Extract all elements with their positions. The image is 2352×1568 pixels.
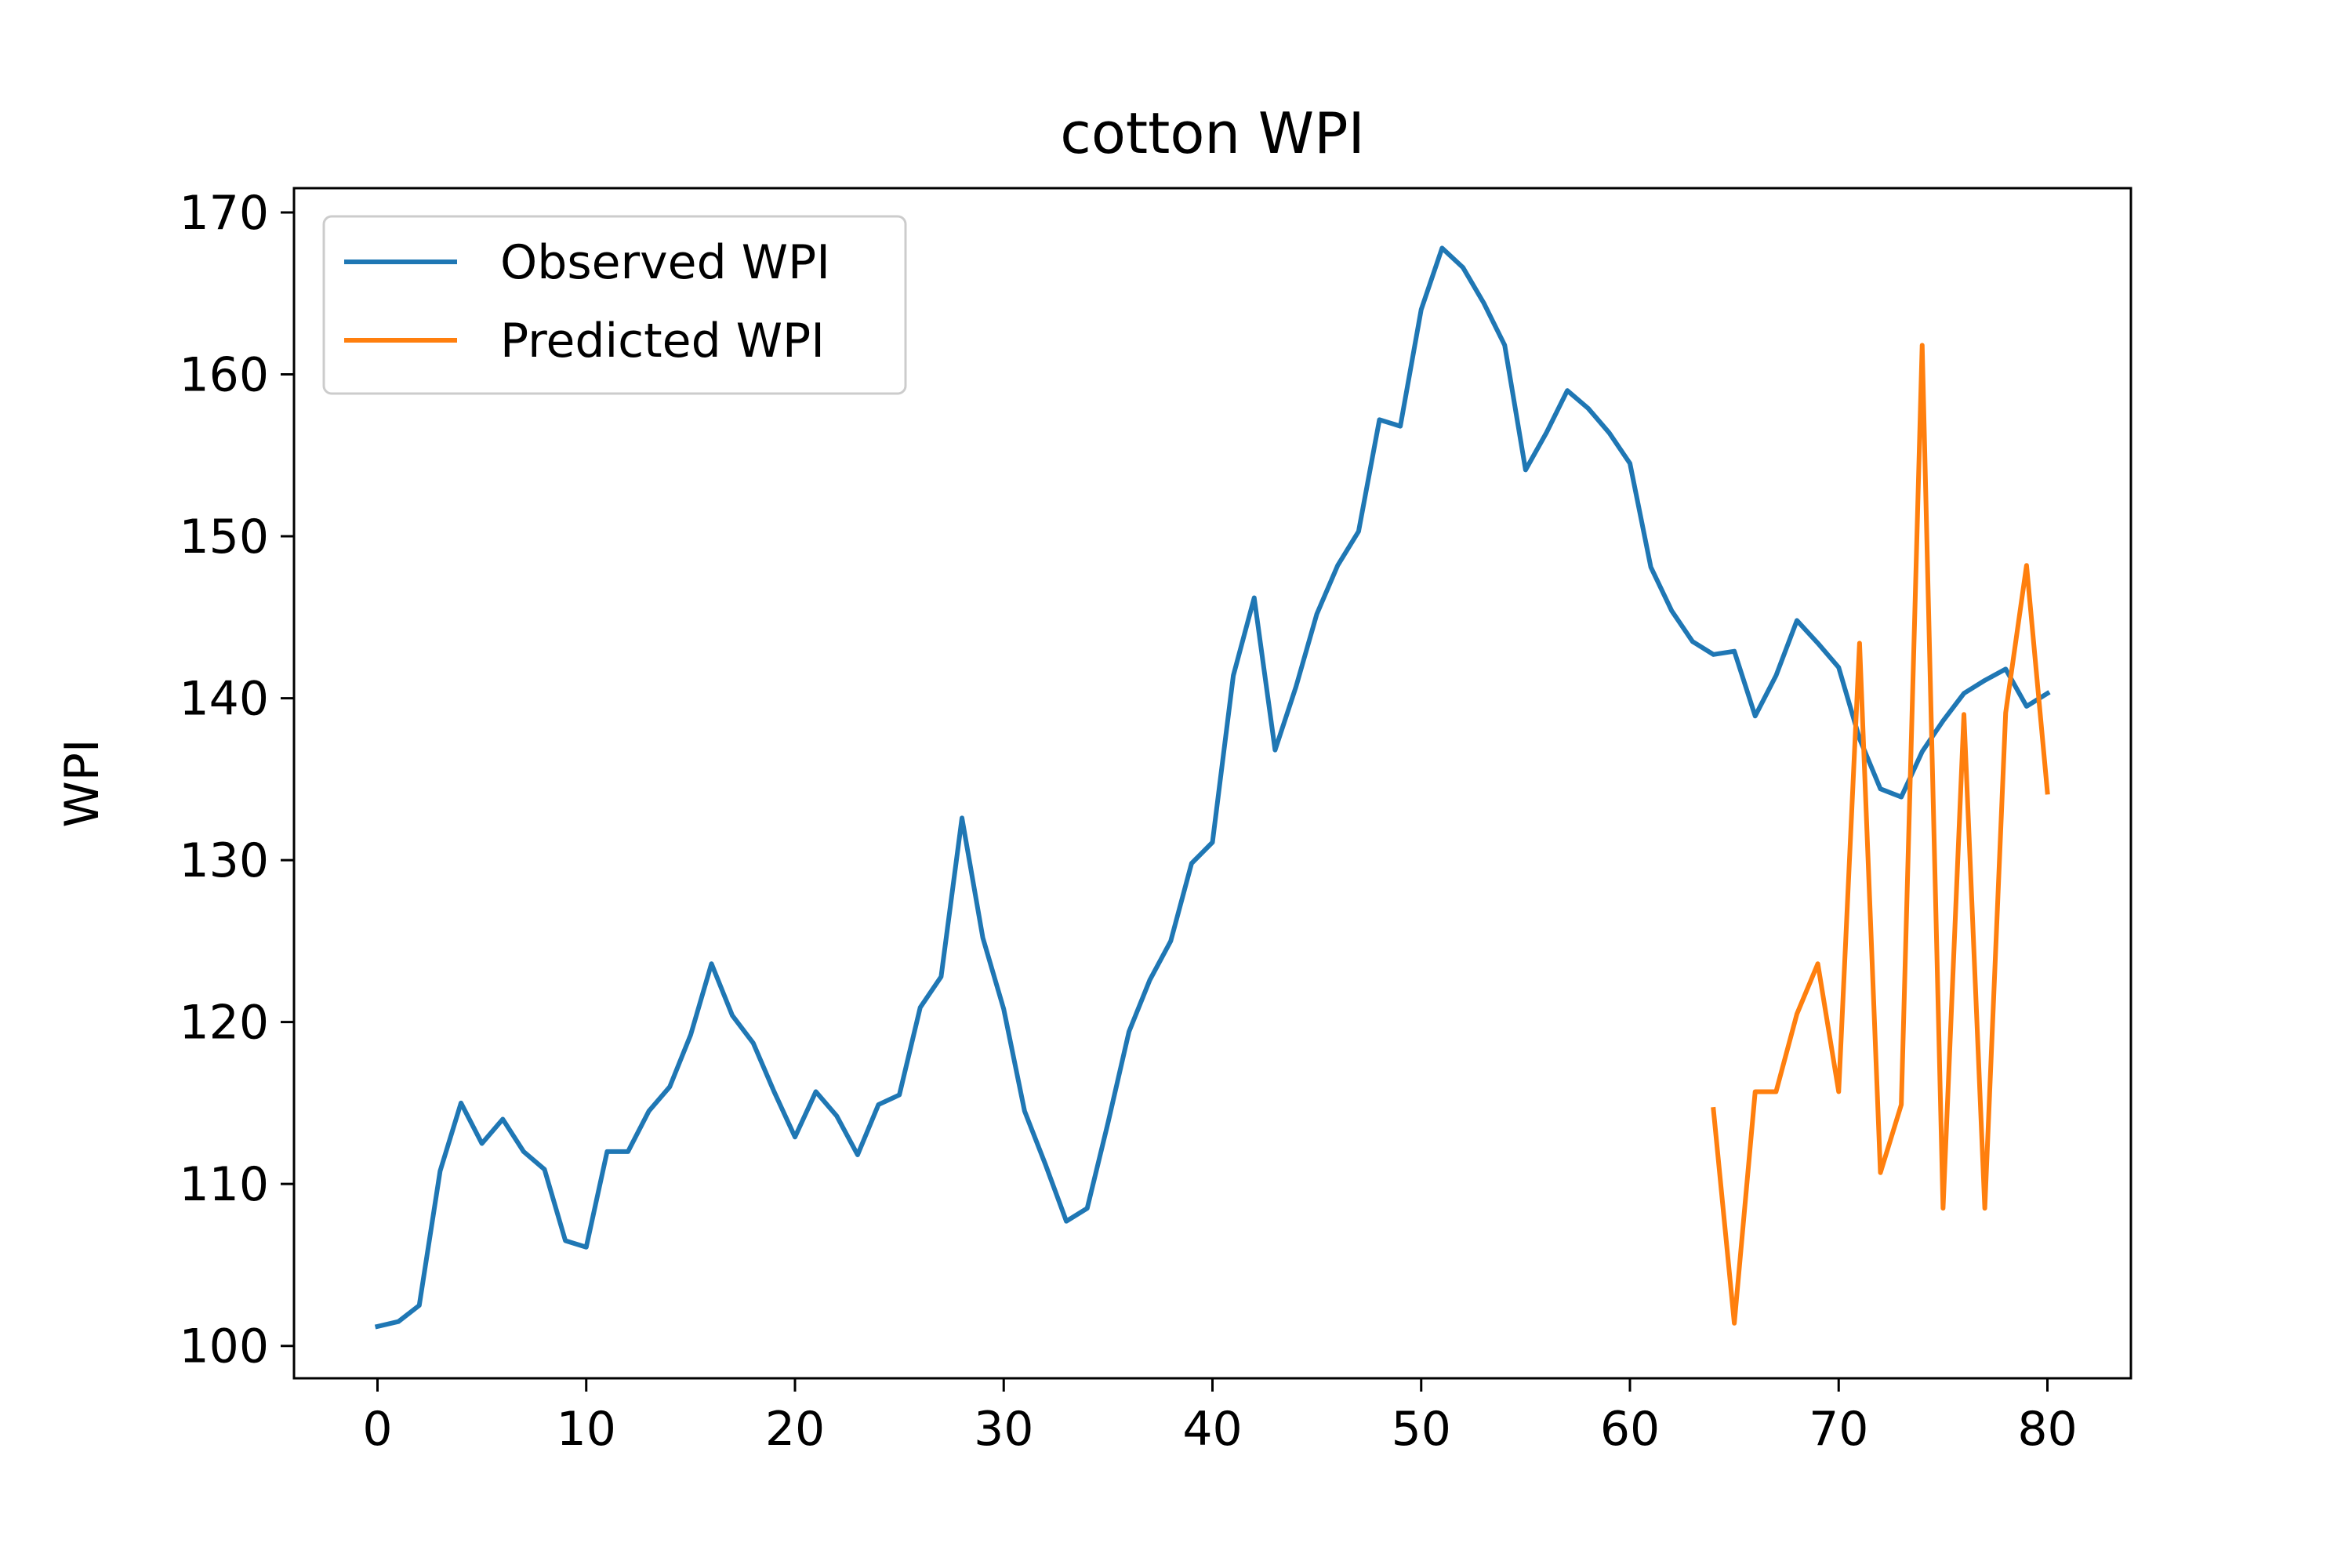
x-tick-label: 20 <box>765 1402 825 1457</box>
y-tick-label: 110 <box>179 1157 269 1212</box>
y-tick-label: 150 <box>179 510 269 564</box>
plot-area <box>374 245 2051 1330</box>
x-tick-label: 0 <box>362 1402 392 1457</box>
x-tick-label: 60 <box>1600 1402 1660 1457</box>
axes: 0 10 20 30 40 50 60 70 80 100 110 120 130 140 150 160 17… <box>179 186 2132 1457</box>
x-tick-label: 80 <box>2017 1402 2077 1457</box>
x-tick-label: 70 <box>1809 1402 1868 1457</box>
y-tick-label: 100 <box>179 1319 269 1374</box>
series-line-predicted <box>1711 343 2050 1326</box>
y-axis-label: WPI <box>55 739 110 827</box>
x-tick-label: 50 <box>1392 1402 1451 1457</box>
y-tick-label: 160 <box>179 348 269 403</box>
x-tick-label: 40 <box>1182 1402 1242 1457</box>
x-tick-label: 30 <box>974 1402 1033 1457</box>
legend-label-observed: Observed WPI <box>500 235 830 290</box>
series-line-observed <box>374 245 2051 1330</box>
y-tick-label: 130 <box>179 833 269 888</box>
legend-box <box>322 215 907 395</box>
y-tick-label: 120 <box>179 996 269 1051</box>
y-tick-label: 140 <box>179 672 269 727</box>
x-tick-label: 10 <box>557 1402 616 1457</box>
legend: Observed WPI Predicted WPI <box>322 215 907 395</box>
legend-label-predicted: Predicted WPI <box>500 314 825 368</box>
chart-title: cotton WPI <box>1060 100 1365 166</box>
y-tick-label: 170 <box>179 186 269 241</box>
